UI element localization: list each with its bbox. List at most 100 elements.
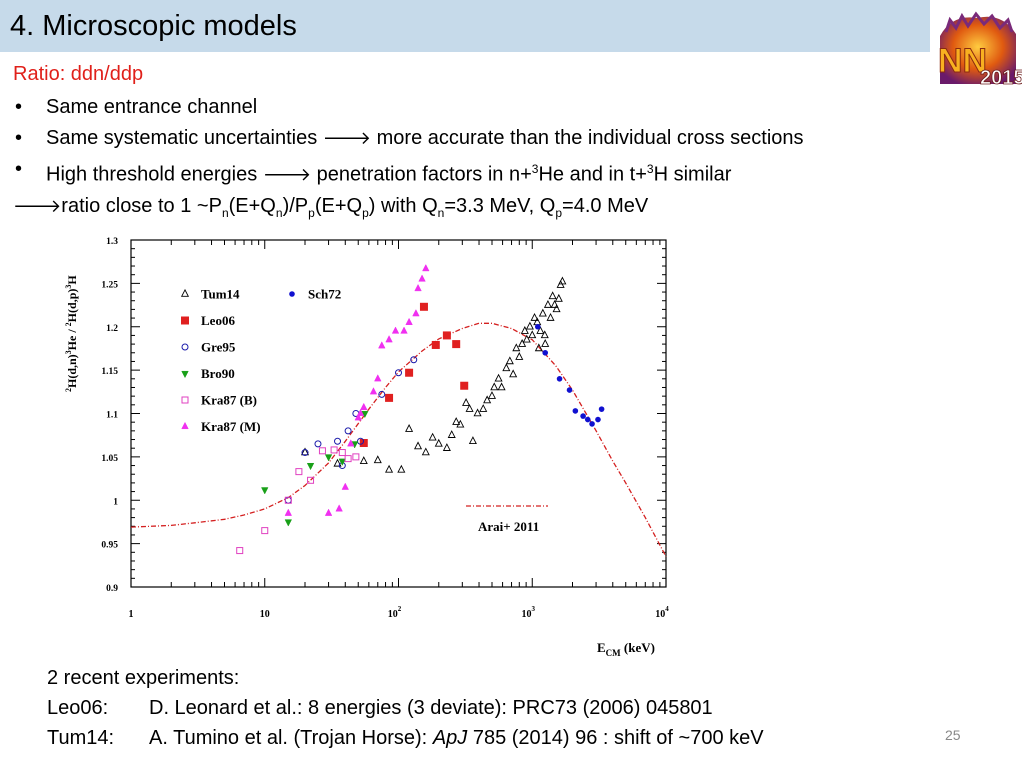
- data-point: [552, 304, 561, 313]
- y-label-part: H(d,n): [65, 354, 79, 388]
- bullet-text: more accurate than the individual cross …: [376, 127, 804, 149]
- y-tick-label: 0.9: [106, 584, 118, 594]
- data-point: [414, 283, 422, 292]
- slide-subtitle: Ratio: ddn/ddp: [13, 63, 144, 85]
- data-point: [344, 455, 352, 463]
- data-point: [335, 504, 343, 512]
- legend-label: Sch72: [308, 287, 341, 302]
- data-point: [462, 398, 471, 406]
- data-point: [295, 468, 303, 476]
- data-point: [333, 458, 342, 467]
- data-point: [540, 330, 549, 339]
- y-label-sup: 2: [64, 388, 73, 392]
- data-point: [525, 321, 534, 330]
- data-point: [395, 369, 402, 377]
- data-point: [505, 356, 514, 365]
- data-point: [421, 447, 430, 456]
- data-point: [307, 476, 315, 484]
- bullet-list: • Same entrance channel • Same systemati…: [13, 92, 804, 229]
- x-label-unit: (keV): [621, 640, 655, 655]
- data-point: [330, 446, 338, 454]
- data-point: [414, 441, 423, 450]
- note-tag: Tum14:: [47, 727, 115, 749]
- data-point: [509, 369, 518, 378]
- arrow-icon: 🡒: [322, 128, 372, 149]
- data-point: [306, 462, 315, 471]
- data-point: [584, 416, 591, 423]
- title-bar: 4. Microscopic models: [0, 0, 930, 52]
- bullet-text: H similar: [653, 163, 732, 186]
- data-point: [546, 312, 555, 321]
- x-tick-base: 10: [655, 609, 665, 620]
- data-point: [595, 416, 601, 423]
- data-point: [460, 381, 469, 390]
- data-point: [530, 312, 539, 321]
- data-point: [473, 408, 482, 417]
- data-point: [352, 453, 360, 461]
- data-point: [598, 406, 605, 412]
- legend-label: Kra87 (M): [201, 419, 261, 434]
- data-point: [378, 390, 386, 398]
- data-point: [422, 263, 430, 272]
- y-tick-label: 1.2: [106, 324, 118, 334]
- data-point: [536, 326, 545, 334]
- data-point: [284, 496, 292, 504]
- data-point: [456, 419, 465, 428]
- x-axis-label: ECM (keV): [597, 640, 655, 658]
- data-point: [261, 527, 269, 535]
- subscript: n: [437, 205, 445, 220]
- data-point: [356, 408, 365, 417]
- x-tick-exp: 2: [398, 605, 402, 613]
- data-point: [419, 302, 428, 311]
- data-point: [520, 326, 529, 334]
- data-point: [554, 293, 563, 302]
- x-label-main: E: [597, 640, 606, 655]
- data-point: [442, 331, 451, 340]
- data-point: [344, 427, 352, 435]
- data-point: [483, 395, 492, 404]
- legend-label: Bro90: [201, 366, 235, 381]
- data-point: [385, 393, 394, 402]
- note-row: Tum14: A. Tumino et al. (Trojan Horse): A…: [47, 723, 764, 753]
- data-point: [434, 438, 443, 447]
- legend-label: Gre95: [201, 340, 236, 355]
- legend-marker: [181, 396, 189, 404]
- series-kra87-m: [284, 263, 430, 516]
- data-point: [558, 276, 567, 285]
- y-tick-label: 1.3: [106, 237, 118, 247]
- data-point: [580, 413, 586, 419]
- data-point: [541, 339, 550, 347]
- bullet-item: • Same systematic uncertainties 🡒 more a…: [13, 123, 804, 154]
- data-point: [442, 443, 451, 451]
- data-point: [338, 449, 346, 457]
- conclusion-text: (E+Q: [228, 194, 276, 217]
- subscript: p: [362, 205, 369, 220]
- note-text: D. Leonard et al.: 8 energies (3 deviate…: [149, 697, 713, 719]
- x-tick-base: 10: [388, 609, 398, 620]
- legend-marker: [181, 343, 189, 351]
- legend: Tum14 Sch72 Leo06 Gre95 Bro90 Kra87 (B) Kra87 …: [180, 287, 341, 434]
- superscript: 3: [646, 162, 654, 176]
- data-point: [566, 387, 573, 393]
- x-tick-label: 104: [655, 605, 669, 620]
- y-label-sup: 3: [64, 285, 73, 289]
- subscript: n: [275, 205, 283, 220]
- data-point: [487, 391, 497, 399]
- bullet-marker: •: [15, 158, 23, 180]
- series-bro90: [261, 410, 369, 527]
- note-intro: 2 recent experiments:: [47, 667, 240, 689]
- fit-legend-label: Arai+ 2011: [478, 519, 539, 534]
- series-gre95: [284, 356, 418, 504]
- conclusion-text: =4.0 MeV: [562, 194, 649, 217]
- x-label-sub: CM: [606, 648, 621, 658]
- data-point: [518, 339, 527, 347]
- y-tick-label: 1.1: [106, 411, 118, 421]
- journal-name: ApJ: [432, 727, 468, 749]
- y-tick-label: 1.25: [101, 280, 118, 290]
- y-label-part: H(d,p): [65, 289, 79, 323]
- data-point: [452, 340, 461, 349]
- data-point: [548, 291, 557, 300]
- x-tick-base: 1: [129, 609, 134, 620]
- conclusion-text: ratio close to 1 ~P: [61, 194, 222, 217]
